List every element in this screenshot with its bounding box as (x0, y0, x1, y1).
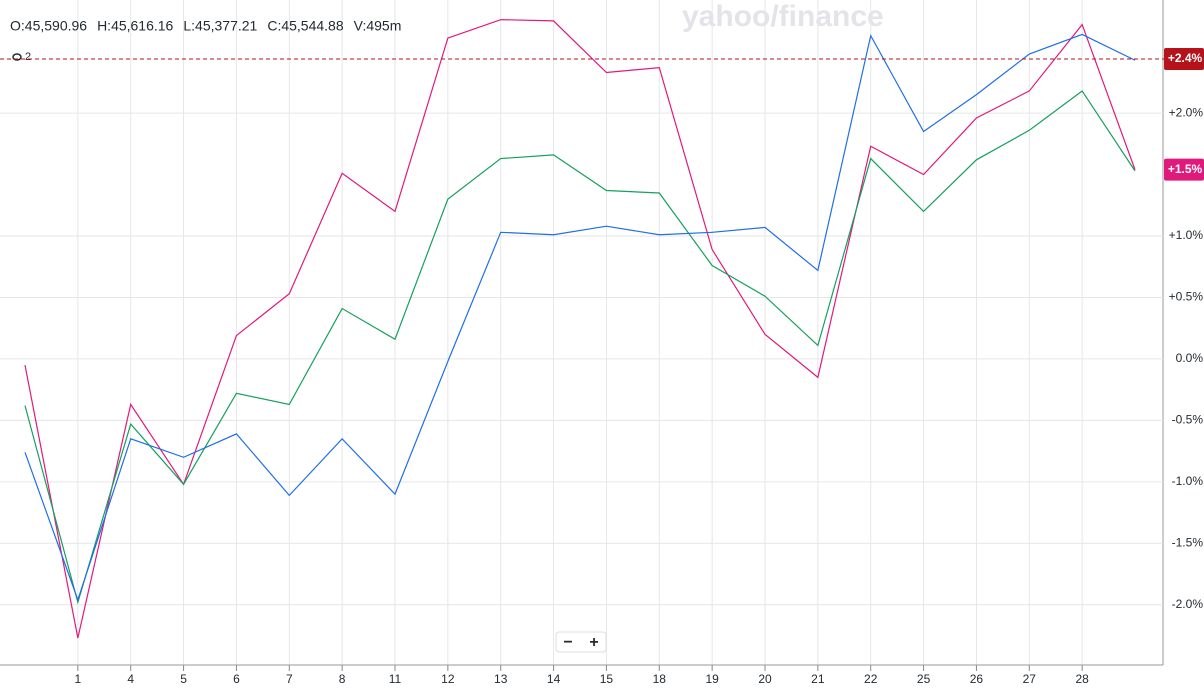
x-tick-label: 18 (653, 672, 667, 686)
zoom-in[interactable]: + (589, 634, 598, 651)
x-tick-label: 7 (286, 672, 293, 686)
x-tick-label: 12 (441, 672, 455, 686)
zoom-out[interactable]: − (563, 634, 572, 651)
watermark: yahoo/finance (682, 0, 884, 33)
y-tick-label: +2.0% (1169, 105, 1204, 119)
x-tick-label: 21 (811, 672, 825, 686)
indicator-count: 2 (25, 51, 31, 63)
y-tick-label: -1.5% (1172, 535, 1204, 549)
series-line (24, 33, 1136, 602)
x-tick-label: 25 (917, 672, 931, 686)
y-tick-label: 0.0% (1176, 351, 1204, 365)
price-badge (1164, 158, 1204, 181)
y-tick-label: +1.0% (1169, 228, 1204, 242)
y-tick-label: -2.0% (1172, 597, 1204, 611)
ohlc-value: L:45,377.21 (183, 18, 257, 34)
zoom-controls (555, 631, 607, 653)
indicator-icon (12, 53, 22, 61)
y-tick-label: +0.5% (1169, 290, 1204, 304)
ohlc-value: O:45,590.96 (10, 18, 87, 34)
series-line (24, 19, 1136, 639)
x-tick-label: 4 (127, 672, 134, 686)
series-line (24, 90, 1136, 605)
x-tick-label: 20 (758, 672, 772, 686)
ohlc-value: H:45,616.16 (97, 18, 173, 34)
price-badge-label: +1.5% (1168, 162, 1203, 176)
ohlc-value: C:45,544.88 (267, 18, 343, 34)
x-tick-label: 15 (600, 672, 614, 686)
x-tick-label: 6 (233, 672, 240, 686)
price-badge-label: +2.4% (1168, 51, 1203, 65)
price-badge (1164, 48, 1204, 71)
x-tick-label: 28 (1075, 672, 1089, 686)
x-tick-label: 1 (75, 672, 82, 686)
x-tick-label: 8 (339, 672, 346, 686)
y-tick-label: -1.0% (1172, 474, 1204, 488)
x-tick-label: 22 (864, 672, 878, 686)
x-tick-label: 14 (547, 672, 561, 686)
x-tick-label: 11 (389, 672, 402, 686)
ohlc-value: V:495m (354, 18, 402, 34)
x-tick-label: 27 (1023, 672, 1037, 686)
x-tick-label: 13 (494, 672, 508, 686)
x-tick-label: 5 (180, 672, 187, 686)
y-tick-label: -0.5% (1172, 413, 1204, 427)
x-tick-label: 26 (970, 672, 984, 686)
x-tick-label: 19 (705, 672, 719, 686)
